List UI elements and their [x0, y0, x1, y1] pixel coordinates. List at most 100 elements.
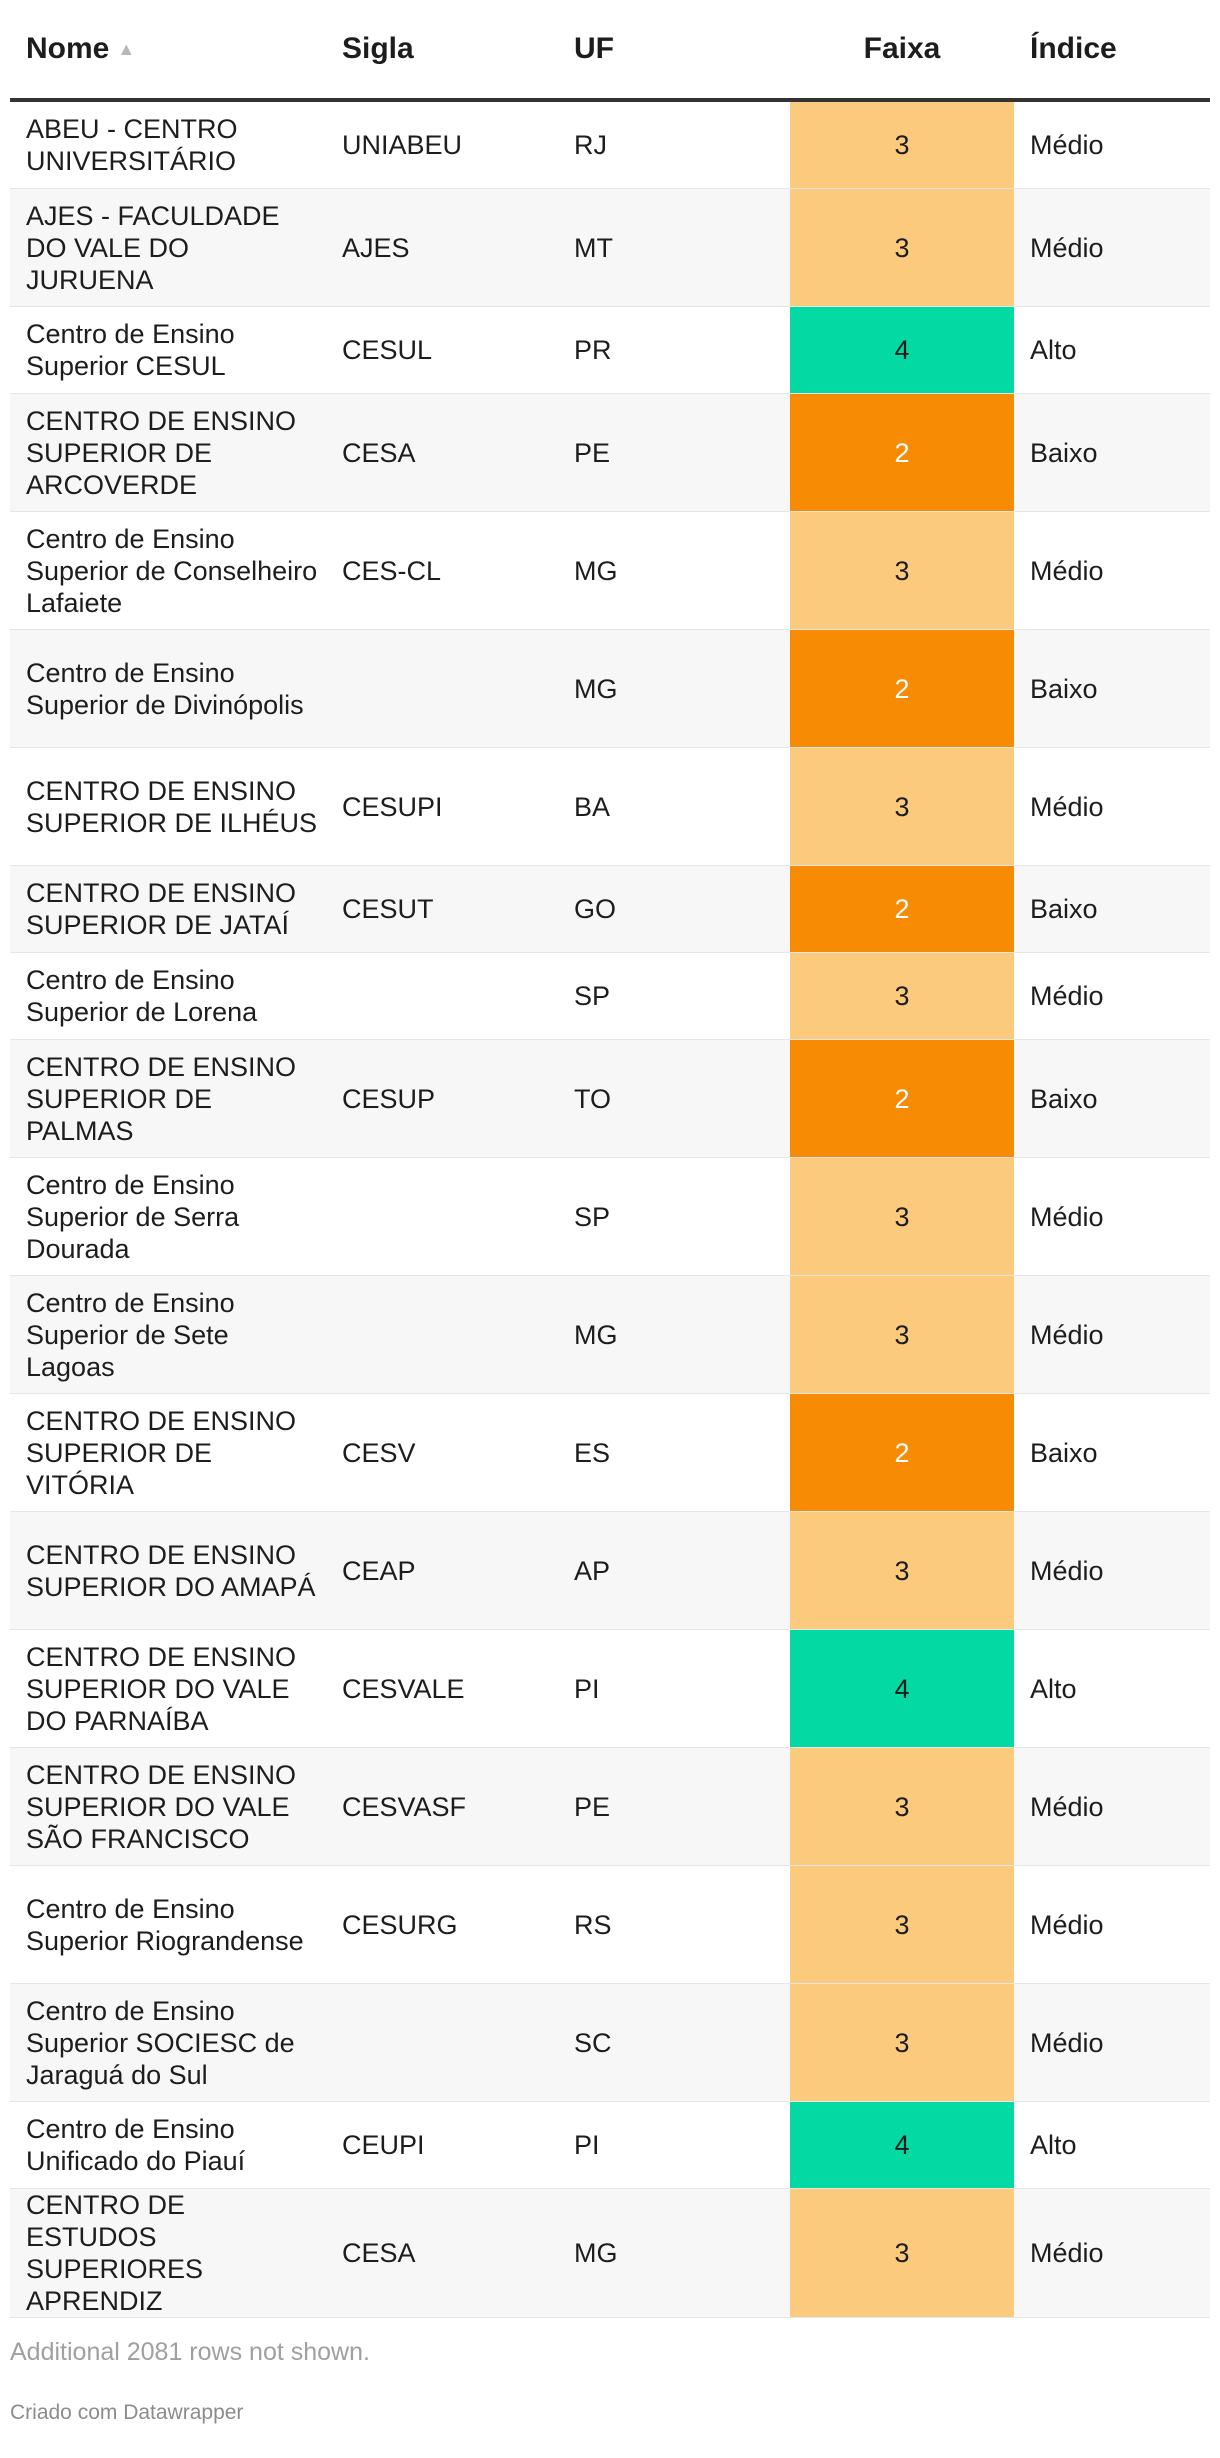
cell-indice: Baixo [1014, 1393, 1210, 1512]
cell-faixa: 4 [790, 306, 1014, 394]
cell-nome: CENTRO DE ENSINO SUPERIOR DO AMAPÁ [10, 1511, 326, 1630]
cell-nome: CENTRO DE ENSINO SUPERIOR DE JATAÍ [10, 865, 326, 953]
table-row: Centro de Ensino Superior de Sete Lagoas… [10, 1275, 1210, 1394]
table-notes: Additional 2081 rows not shown. [10, 2338, 370, 2366]
table-container: Nome ▲ Sigla UF Faixa Índice ABEU - CENTR… [10, 0, 1220, 2425]
cell-nome: Centro de Ensino Superior Riograndense [10, 1865, 326, 1984]
column-header-indice[interactable]: Índice [1014, 0, 1210, 102]
cell-faixa: 3 [790, 1865, 1014, 1984]
column-header-uf[interactable]: UF [558, 0, 790, 102]
cell-faixa: 3 [790, 952, 1014, 1040]
column-header-nome[interactable]: Nome ▲ [10, 0, 326, 102]
cell-indice: Médio [1014, 952, 1210, 1040]
table-row: Centro de Ensino Superior de Divinópolis… [10, 629, 1210, 748]
table-row: ABEU - CENTRO UNIVERSITÁRIO UNIABEU RJ 3 Méd… [10, 100, 1210, 189]
cell-uf: MG [558, 1275, 790, 1394]
cell-indice: Médio [1014, 1983, 1210, 2102]
cell-sigla: AJES [326, 188, 558, 307]
cell-indice: Médio [1014, 1865, 1210, 1984]
cell-indice: Baixo [1014, 1039, 1210, 1158]
cell-indice: Alto [1014, 1629, 1210, 1748]
column-header-sigla[interactable]: Sigla [326, 0, 558, 102]
cell-faixa: 4 [790, 1629, 1014, 1748]
cell-sigla: CEUPI [326, 2101, 558, 2189]
cell-uf: TO [558, 1039, 790, 1158]
cell-indice: Baixo [1014, 393, 1210, 512]
cell-uf: PR [558, 306, 790, 394]
table-row: CENTRO DE ENSINO SUPERIOR DE ARCOVERDE CE… [10, 393, 1210, 512]
cell-indice: Médio [1014, 1511, 1210, 1630]
cell-uf: BA [558, 747, 790, 866]
cell-uf: SP [558, 952, 790, 1040]
cell-indice: Médio [1014, 1747, 1210, 1866]
table-row: CENTRO DE ENSINO SUPERIOR DE VITÓRIA CESV… [10, 1393, 1210, 1512]
cell-uf: MT [558, 188, 790, 307]
footer-credit[interactable]: Criado com Datawrapper [10, 2401, 244, 2424]
cell-nome: CENTRO DE ENSINO SUPERIOR DE ILHÉUS [10, 747, 326, 866]
cell-uf: ES [558, 1393, 790, 1512]
table-row: CENTRO DE ENSINO SUPERIOR DE JATAÍ CESUT G… [10, 865, 1210, 953]
cell-uf: PI [558, 1629, 790, 1748]
column-header-nome-label: Nome [26, 32, 110, 65]
cell-sigla [326, 1157, 558, 1276]
column-header-uf-label: UF [574, 32, 614, 65]
cell-uf: MG [558, 511, 790, 630]
cell-sigla: CESUP [326, 1039, 558, 1158]
cell-uf: PI [558, 2101, 790, 2189]
cell-uf: PE [558, 1747, 790, 1866]
cell-indice: Médio [1014, 2188, 1210, 2318]
cell-faixa: 2 [790, 1393, 1014, 1512]
column-header-sigla-label: Sigla [342, 32, 414, 65]
cell-nome: AJES - FACULDADE DO VALE DO JURUENA [10, 188, 326, 307]
cell-nome: Centro de Ensino Superior SOCIESC de Jar… [10, 1983, 326, 2102]
table-row: Centro de Ensino Superior de Lorena SP 3 Mé… [10, 952, 1210, 1040]
cell-faixa: 2 [790, 865, 1014, 953]
table-row: CENTRO DE ENSINO SUPERIOR DO VALE DO PAR… [10, 1629, 1210, 1748]
cell-uf: RS [558, 1865, 790, 1984]
cell-nome: Centro de Ensino Unificado do Piauí [10, 2101, 326, 2189]
table-row: CENTRO DE ENSINO SUPERIOR DO VALE SÃO FR… [10, 1747, 1210, 1866]
cell-faixa: 3 [790, 511, 1014, 630]
cell-faixa: 3 [790, 747, 1014, 866]
cell-uf: GO [558, 865, 790, 953]
cell-nome: CENTRO DE ENSINO SUPERIOR DE ARCOVERDE [10, 393, 326, 512]
cell-nome: CENTRO DE ENSINO SUPERIOR DE PALMAS [10, 1039, 326, 1158]
cell-faixa: 4 [790, 2101, 1014, 2189]
cell-uf: RJ [558, 100, 790, 189]
cell-faixa: 2 [790, 1039, 1014, 1158]
cell-nome: Centro de Ensino Superior de Serra Doura… [10, 1157, 326, 1276]
cell-faixa: 2 [790, 629, 1014, 748]
table-row: Centro de Ensino Superior de Conselheiro… [10, 511, 1210, 630]
cell-faixa: 3 [790, 188, 1014, 307]
cell-nome: Centro de Ensino Superior de Lorena [10, 952, 326, 1040]
cell-indice: Baixo [1014, 629, 1210, 748]
cell-uf: MG [558, 2188, 790, 2318]
cell-faixa: 3 [790, 1157, 1014, 1276]
table-body: ABEU - CENTRO UNIVERSITÁRIO UNIABEU RJ 3 Méd… [10, 100, 1210, 2318]
cell-sigla: CESUPI [326, 747, 558, 866]
cell-faixa: 3 [790, 100, 1014, 189]
sort-ascending-icon: ▲ [117, 39, 136, 59]
column-header-faixa[interactable]: Faixa [790, 0, 1014, 102]
cell-sigla: CESUT [326, 865, 558, 953]
table-row: CENTRO DE ESTUDOS SUPERIORES APRENDIZ CES… [10, 2188, 1210, 2318]
cell-faixa: 3 [790, 1747, 1014, 1866]
cell-sigla: CES-CL [326, 511, 558, 630]
cell-nome: ABEU - CENTRO UNIVERSITÁRIO [10, 100, 326, 189]
column-header-faixa-label: Faixa [863, 32, 941, 65]
cell-faixa: 3 [790, 1275, 1014, 1394]
cell-sigla: UNIABEU [326, 100, 558, 189]
cell-indice: Médio [1014, 100, 1210, 189]
cell-faixa: 3 [790, 1983, 1014, 2102]
cell-indice: Médio [1014, 1157, 1210, 1276]
table-row: AJES - FACULDADE DO VALE DO JURUENA AJES M… [10, 188, 1210, 307]
cell-nome: Centro de Ensino Superior de Sete Lagoas [10, 1275, 326, 1394]
table-row: Centro de Ensino Superior de Serra Doura… [10, 1157, 1210, 1276]
cell-faixa: 2 [790, 393, 1014, 512]
cell-indice: Médio [1014, 1275, 1210, 1394]
cell-sigla: CESA [326, 2188, 558, 2318]
cell-indice: Baixo [1014, 865, 1210, 953]
table-row: CENTRO DE ENSINO SUPERIOR DE PALMAS CESUP… [10, 1039, 1210, 1158]
table-row: Centro de Ensino Superior SOCIESC de Jar… [10, 1983, 1210, 2102]
cell-sigla [326, 629, 558, 748]
